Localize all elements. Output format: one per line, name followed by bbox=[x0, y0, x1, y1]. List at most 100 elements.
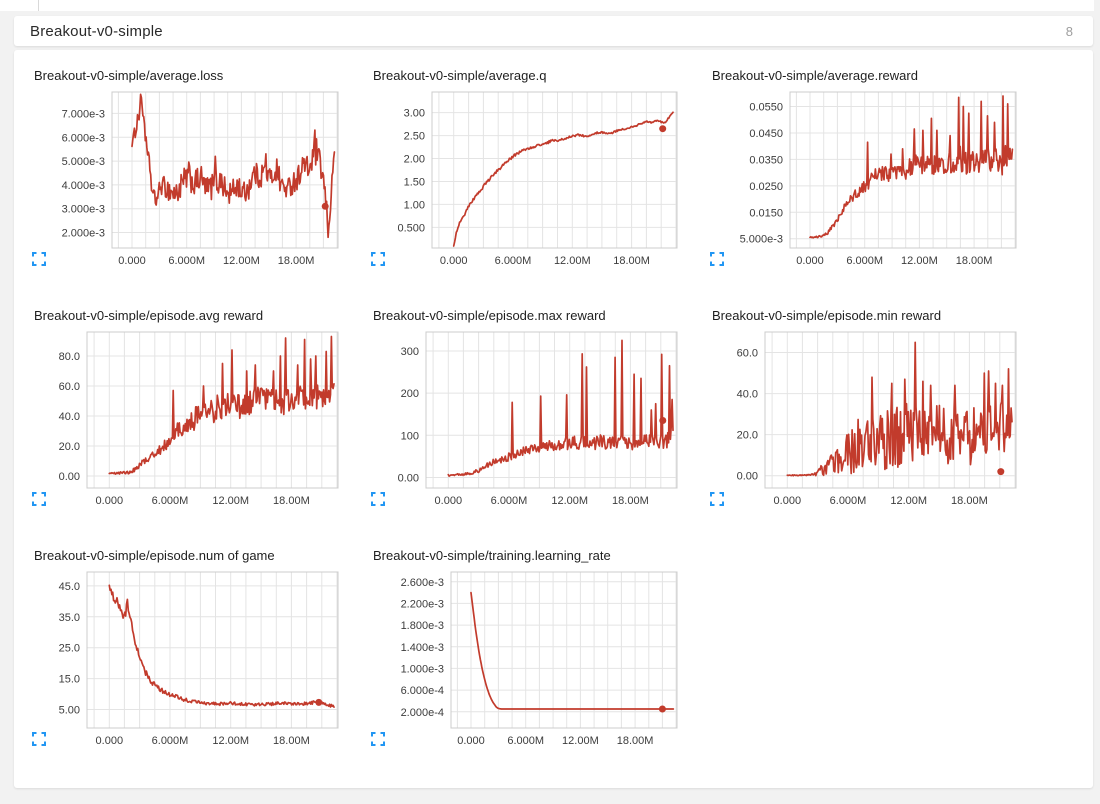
chart-card-episode-max-reward: Breakout-v0-simple/episode.max reward 30… bbox=[369, 300, 699, 526]
y-axis-tick: 1.000e-3 bbox=[401, 663, 444, 675]
x-axis-tick: 0.000 bbox=[457, 735, 485, 747]
y-axis-tick: 0.0450 bbox=[749, 128, 783, 140]
x-axis-tick: 6.000M bbox=[846, 255, 883, 267]
x-axis-tick: 12.00M bbox=[223, 255, 260, 267]
chart-card-average-reward: Breakout-v0-simple/average.reward 0.0550… bbox=[708, 60, 1038, 286]
x-axis-tick: 12.00M bbox=[551, 495, 588, 507]
chart-card-episode-avg-reward: Breakout-v0-simple/episode.avg reward 80… bbox=[30, 300, 360, 526]
plot-frame bbox=[450, 571, 678, 729]
expand-icon[interactable] bbox=[371, 252, 385, 266]
y-axis-tick: 0.0250 bbox=[749, 181, 783, 193]
y-axis-tick: 0.0350 bbox=[749, 154, 783, 166]
y-axis-tick: 2.000e-4 bbox=[401, 707, 444, 719]
line-chart-average-loss: 7.000e-3 6.000e-3 5.000e-3 4.000e-3 3.000e-3… bbox=[62, 91, 339, 267]
chart-line bbox=[108, 335, 335, 475]
y-axis-tick: 40.0 bbox=[59, 411, 80, 423]
x-axis-tick: 18.00M bbox=[278, 255, 315, 267]
x-axis-tick: 0.000 bbox=[440, 255, 468, 267]
chart-line bbox=[452, 111, 674, 247]
y-axis-tick: 40.0 bbox=[737, 389, 758, 401]
chart-title: Breakout-v0-simple/training.learning_rat… bbox=[373, 548, 611, 563]
x-axis-tick: 6.000M bbox=[507, 735, 544, 747]
x-axis-tick: 0.000 bbox=[96, 495, 124, 507]
plot-frame bbox=[86, 571, 339, 729]
chart-line bbox=[470, 591, 675, 710]
expand-icon[interactable] bbox=[371, 732, 385, 746]
x-axis-tick: 6.000M bbox=[152, 495, 189, 507]
y-axis-tick: 5.000e-3 bbox=[62, 156, 105, 168]
section-title: Breakout-v0-simple bbox=[30, 22, 163, 40]
x-axis-tick: 18.00M bbox=[612, 495, 649, 507]
y-axis-tick: 5.00 bbox=[59, 705, 80, 717]
expand-icon[interactable] bbox=[710, 492, 724, 506]
previous-section-bottom-strip bbox=[0, 0, 1094, 11]
y-axis-tick: 15.0 bbox=[59, 674, 80, 686]
y-axis-tick: 0.0150 bbox=[749, 207, 783, 219]
expand-icon[interactable] bbox=[32, 492, 46, 506]
y-axis-tick: 1.50 bbox=[404, 177, 425, 189]
chart-line bbox=[108, 584, 335, 708]
plot-frame bbox=[789, 91, 1017, 249]
y-axis-tick: 300 bbox=[401, 346, 419, 358]
y-axis-tick: 6.000e-3 bbox=[62, 132, 105, 144]
x-axis-tick: 0.000 bbox=[435, 495, 463, 507]
charts-panel: Breakout-v0-simple/average.loss 7.000e-3… bbox=[14, 50, 1093, 788]
chart-card-average-q: Breakout-v0-simple/average.q 3.00 2.50 2.0… bbox=[369, 60, 699, 286]
y-axis-tick: 35.0 bbox=[59, 612, 80, 624]
y-axis-tick: 2.50 bbox=[404, 131, 425, 143]
y-axis-tick: 2.200e-3 bbox=[401, 598, 444, 610]
y-axis-tick: 60.0 bbox=[59, 381, 80, 393]
y-axis-tick: 5.000e-3 bbox=[740, 234, 783, 246]
x-axis-tick: 6.000M bbox=[830, 495, 867, 507]
end-point-marker bbox=[321, 202, 329, 210]
y-axis-tick: 4.000e-3 bbox=[62, 180, 105, 192]
x-axis-tick: 6.000M bbox=[168, 255, 205, 267]
y-axis-tick: 25.0 bbox=[59, 643, 80, 655]
plot-frame bbox=[111, 91, 339, 249]
chart-line bbox=[809, 95, 1014, 239]
chart-title: Breakout-v0-simple/episode.num of game bbox=[34, 548, 275, 563]
y-axis-tick: 2.600e-3 bbox=[401, 577, 444, 589]
plot-frame bbox=[86, 331, 339, 489]
expand-icon[interactable] bbox=[710, 252, 724, 266]
y-axis-tick: 0.500 bbox=[397, 222, 425, 234]
line-chart-episode-max-reward: 300 200 100 0.00 0.000 6.000M 12.00M 18.00M bbox=[398, 331, 678, 507]
y-axis-tick: 1.800e-3 bbox=[401, 620, 444, 632]
x-axis-tick: 12.00M bbox=[901, 255, 938, 267]
y-axis-tick: 6.000e-4 bbox=[401, 685, 444, 697]
y-axis-tick: 3.000e-3 bbox=[62, 204, 105, 216]
charts-grid: Breakout-v0-simple/average.loss 7.000e-3… bbox=[30, 60, 1093, 766]
x-axis-tick: 12.00M bbox=[212, 495, 249, 507]
end-point-marker bbox=[997, 468, 1005, 476]
y-axis-tick: 0.00 bbox=[737, 471, 758, 483]
x-axis-tick: 12.00M bbox=[890, 495, 927, 507]
chart-line bbox=[447, 339, 674, 477]
x-axis-tick: 0.000 bbox=[774, 495, 802, 507]
chart-card-episode-min-reward: Breakout-v0-simple/episode.min reward 60… bbox=[708, 300, 1038, 526]
y-axis-tick: 2.000e-3 bbox=[62, 228, 105, 240]
expand-icon[interactable] bbox=[371, 492, 385, 506]
y-axis-tick: 60.0 bbox=[737, 348, 758, 360]
end-point-marker bbox=[659, 125, 667, 133]
strip-divider bbox=[38, 0, 39, 11]
chart-card-episode-num-of-game: Breakout-v0-simple/episode.num of game 4… bbox=[30, 540, 360, 766]
end-point-marker bbox=[315, 698, 323, 706]
expand-icon[interactable] bbox=[32, 252, 46, 266]
line-chart-average-q: 3.00 2.50 2.00 1.50 1.00 0.500 0.000 6.000M 12.0… bbox=[397, 91, 678, 267]
chart-card-training-learning-rate: Breakout-v0-simple/training.learning_rat… bbox=[369, 540, 699, 766]
section-header[interactable]: Breakout-v0-simple 8 bbox=[14, 16, 1093, 46]
chart-title: Breakout-v0-simple/episode.max reward bbox=[373, 308, 606, 323]
y-axis-tick: 0.00 bbox=[59, 471, 80, 483]
chart-title: Breakout-v0-simple/episode.avg reward bbox=[34, 308, 264, 323]
end-point-marker bbox=[659, 417, 667, 424]
expand-icon[interactable] bbox=[32, 732, 46, 746]
y-axis-tick: 2.00 bbox=[404, 154, 425, 166]
x-axis-tick: 12.00M bbox=[554, 255, 591, 267]
y-axis-tick: 0.00 bbox=[398, 473, 419, 485]
y-axis-tick: 3.00 bbox=[404, 108, 425, 120]
x-axis-tick: 0.000 bbox=[796, 255, 824, 267]
line-chart-episode-min-reward: 60.0 40.0 20.0 0.00 0.000 6.000M 12.00M 18.00M bbox=[737, 331, 1017, 507]
section-chart-count: 8 bbox=[1065, 23, 1073, 39]
y-axis-tick: 20.0 bbox=[737, 430, 758, 442]
x-axis-tick: 0.000 bbox=[118, 255, 146, 267]
